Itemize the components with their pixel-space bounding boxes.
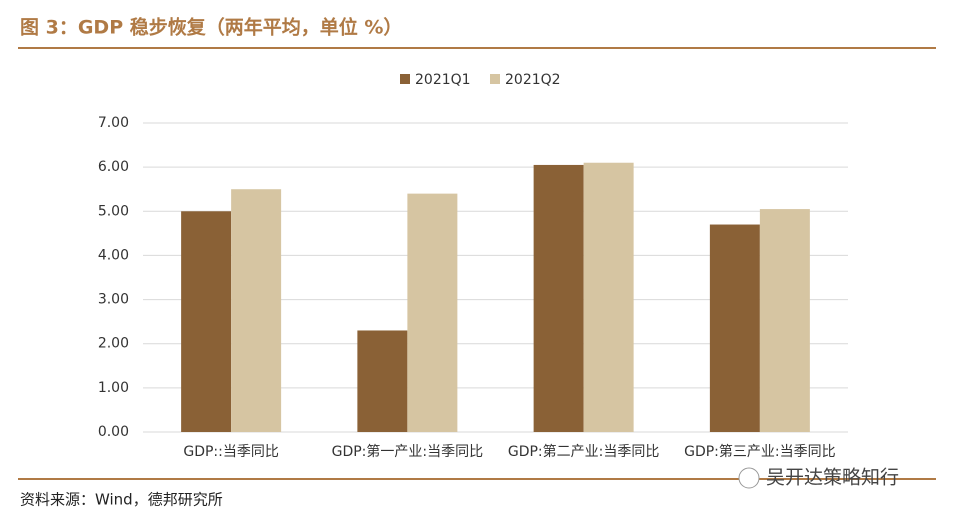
y-tick-label: 0.00 [98,424,129,440]
bar [583,162,634,432]
x-tick-label: GDP:第一产业:当季同比 [332,443,484,460]
watermark: 吴开达策略知行 [766,467,899,489]
y-tick-label: 5.00 [98,203,129,219]
source-note: 资料来源：Wind，德邦研究所 [20,491,223,509]
bar [357,330,408,432]
bar [709,224,760,432]
y-tick-label: 7.00 [98,115,129,131]
x-tick-label: GDP:第二产业:当季同比 [508,443,660,460]
y-tick-label: 3.00 [98,292,129,308]
chart-title: 图 3：GDP 稳步恢复（两年平均，单位 %） [20,16,402,39]
y-tick-label: 6.00 [98,159,129,175]
wechat-icon [738,467,760,489]
bar [533,164,584,432]
legend-swatch [490,74,500,84]
legend-label: 2021Q1 [415,72,471,88]
bar [181,211,232,432]
x-tick-label: GDP:第三产业:当季同比 [684,443,836,460]
legend-swatch [400,74,410,84]
bar [231,189,282,432]
bar [407,193,458,432]
y-tick-label: 4.00 [98,247,129,263]
y-tick-label: 1.00 [98,380,129,396]
bar [759,209,810,432]
x-tick-label: GDP::当季同比 [183,444,279,460]
y-tick-label: 2.00 [98,336,129,352]
legend-label: 2021Q2 [505,72,561,88]
